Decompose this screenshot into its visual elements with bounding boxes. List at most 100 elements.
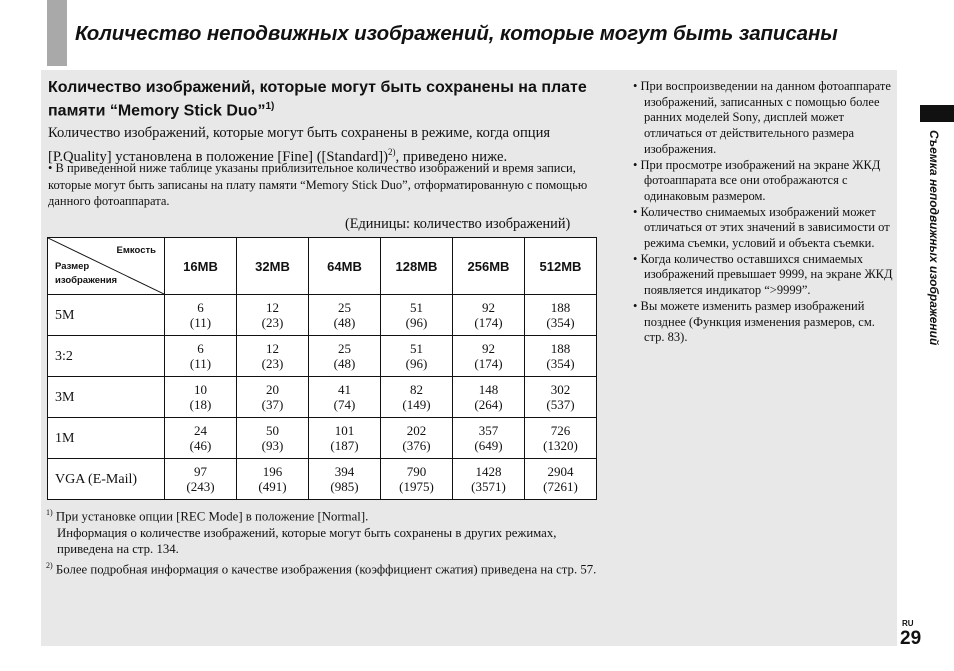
fine-count: 1428 xyxy=(475,464,502,479)
table-cell: 41 (74) xyxy=(308,376,381,418)
table-cell: 188 (354) xyxy=(524,294,597,336)
image-size-label: Размер изображения xyxy=(55,260,117,288)
section-heading-text: Количество изображений, которые могут бы… xyxy=(48,79,587,120)
capacity-label: Емкость xyxy=(116,245,156,256)
table-cell: 51 (96) xyxy=(380,294,453,336)
bullet-item: • Вы можете изменить размер изображений … xyxy=(633,298,875,345)
table-cell: 82 (149) xyxy=(380,376,453,418)
table-cell: 148 (264) xyxy=(452,376,525,418)
column-header: 64MB xyxy=(308,237,381,295)
table-cell: 97 (243) xyxy=(164,458,237,500)
standard-count: (74) xyxy=(333,397,356,412)
column-header: 128MB xyxy=(380,237,453,295)
table-cell: 6 (11) xyxy=(164,335,237,377)
fine-count: 12 xyxy=(266,300,279,315)
row-label: 1M xyxy=(47,417,165,459)
footnote-text: Информация о количестве изображений, кот… xyxy=(57,525,557,557)
bullet-item: • При воспроизведении на данном фотоаппа… xyxy=(633,79,891,156)
column-header: 512MB xyxy=(524,237,597,295)
fine-count: 82 xyxy=(410,382,423,397)
standard-count: (537) xyxy=(546,397,575,412)
table-cell: 2904 (7261) xyxy=(524,458,597,500)
intro-text-b: , приведено ниже. xyxy=(395,148,508,165)
column-header: 256MB xyxy=(452,237,525,295)
image-size-label-1: Размер xyxy=(55,261,90,272)
standard-count: (264) xyxy=(474,397,503,412)
fine-count: 188 xyxy=(550,300,571,315)
standard-count: (174) xyxy=(474,315,503,330)
footnote-line: 2) Более подробная информация о качестве… xyxy=(46,558,606,578)
standard-count: (149) xyxy=(402,397,431,412)
row-label: 5M xyxy=(47,294,165,336)
fine-count: 148 xyxy=(478,382,499,397)
table-cell: 12 (23) xyxy=(236,335,309,377)
intro-text-a: Количество изображений, которые могут бы… xyxy=(48,125,551,165)
standard-count: (23) xyxy=(261,356,284,371)
standard-count: (93) xyxy=(261,438,284,453)
footnote-ref: 1) xyxy=(265,101,275,112)
table-cell: 196 (491) xyxy=(236,458,309,500)
table-row: VGA (E-Mail) 97 (243) 196 (491) 394 (985) 790 (1… xyxy=(47,458,597,500)
bullet-item: • При просмотре изображений на экране ЖК… xyxy=(633,157,881,203)
diagonal-line xyxy=(48,238,164,294)
standard-count: (11) xyxy=(189,356,212,371)
standard-count: (18) xyxy=(189,397,212,412)
page-title: Количество неподвижных изображений, кото… xyxy=(75,22,838,45)
table-row: 3M 10 (18) 20 (37) 41 (74) 82 (149) 148 (264) 302 (5… xyxy=(47,376,597,418)
footnote-ref: 2) xyxy=(388,147,396,157)
standard-count: (48) xyxy=(333,356,356,371)
fine-count: 357 xyxy=(478,423,499,438)
standard-count: (7261) xyxy=(543,479,578,494)
fine-count: 6 xyxy=(197,300,204,315)
footnote-text: Более подробная информация о качестве из… xyxy=(55,562,597,577)
standard-count: (985) xyxy=(330,479,359,494)
fine-count: 92 xyxy=(482,300,495,315)
column-header: 32MB xyxy=(236,237,309,295)
standard-count: (649) xyxy=(474,438,503,453)
fine-count: 2904 xyxy=(547,464,574,479)
standard-count: (243) xyxy=(186,479,215,494)
table-cell: 101 (187) xyxy=(308,417,381,459)
fine-count: 10 xyxy=(194,382,207,397)
fine-count: 12 xyxy=(266,341,279,356)
table-row: 5M 6 (11) 12 (23) 25 (48) 51 (96) 92 (174) 188 (354) xyxy=(47,294,597,336)
table-cell: 92 (174) xyxy=(452,335,525,377)
standard-count: (187) xyxy=(330,438,359,453)
standard-count: (354) xyxy=(546,356,575,371)
table-cell: 25 (48) xyxy=(308,335,381,377)
table-cell: 6 (11) xyxy=(164,294,237,336)
row-label: 3M xyxy=(47,376,165,418)
fine-count: 24 xyxy=(194,423,207,438)
standard-count: (96) xyxy=(405,315,428,330)
fine-count: 302 xyxy=(550,382,571,397)
table-header-row: Емкость Размер изображения 16MB 32MB 64MB 12… xyxy=(47,237,597,295)
intro-text: Количество изображений, которые могут бы… xyxy=(48,124,608,167)
right-notes: • При воспроизведении на данном фотоаппа… xyxy=(633,79,895,346)
image-size-label-2: изображения xyxy=(55,275,118,286)
intro-bullet: • В приведенной ниже таблице указаны при… xyxy=(48,161,588,208)
fine-count: 51 xyxy=(410,300,423,315)
footnote-text: При установке опции [REC Mode] в положен… xyxy=(55,509,369,524)
fine-count: 25 xyxy=(338,300,351,315)
table-cell: 790 (1975) xyxy=(380,458,453,500)
table-cell: 10 (18) xyxy=(164,376,237,418)
fine-count: 41 xyxy=(338,382,351,397)
bullet-item: • Количество снимаемых изображений может… xyxy=(633,204,890,251)
fine-count: 202 xyxy=(406,423,427,438)
table-cell: 302 (537) xyxy=(524,376,597,418)
standard-count: (491) xyxy=(258,479,287,494)
standard-count: (354) xyxy=(546,315,575,330)
fine-count: 25 xyxy=(338,341,351,356)
fine-count: 188 xyxy=(550,341,571,356)
footnote-mark: 2) xyxy=(46,560,53,570)
column-header: 16MB xyxy=(164,237,237,295)
standard-count: (48) xyxy=(333,315,356,330)
standard-count: (11) xyxy=(189,315,212,330)
fine-count: 726 xyxy=(550,423,571,438)
standard-count: (23) xyxy=(261,315,284,330)
row-label: VGA (E-Mail) xyxy=(47,458,165,500)
table-cell: 20 (37) xyxy=(236,376,309,418)
section-heading: Количество изображений, которые могут бы… xyxy=(48,78,608,120)
table-cell: 24 (46) xyxy=(164,417,237,459)
table-cell: 12 (23) xyxy=(236,294,309,336)
